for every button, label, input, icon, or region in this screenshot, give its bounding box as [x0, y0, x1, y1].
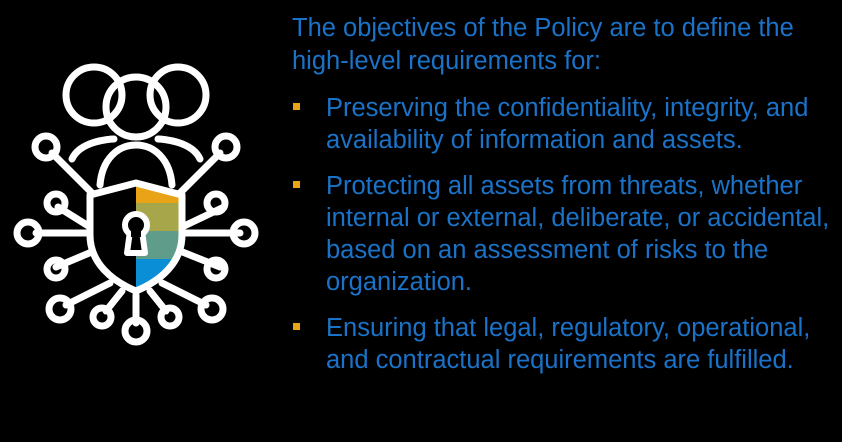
- list-item: Ensuring that legal, regulatory, operati…: [292, 312, 837, 376]
- bullet-square-icon: [293, 323, 300, 330]
- bullet-square-icon: [293, 181, 300, 188]
- list-item: Preserving the confidentiality, integrit…: [292, 92, 837, 156]
- security-network-illustration: [10, 55, 272, 355]
- bullet-square-icon: [293, 103, 300, 110]
- list-item-text: Ensuring that legal, regulatory, operati…: [326, 314, 811, 374]
- objectives-list: Preserving the confidentiality, integrit…: [292, 92, 837, 376]
- list-item-text: Preserving the confidentiality, integrit…: [326, 94, 809, 154]
- people-network-shield-lock-icon: [13, 63, 259, 346]
- list-item: Protecting all assets from threats, whet…: [292, 170, 837, 298]
- intro-paragraph: The objectives of the Policy are to defi…: [292, 14, 794, 75]
- list-item-text: Protecting all assets from threats, whet…: [326, 172, 830, 296]
- objectives-text: The objectives of the Policy are to defi…: [292, 12, 837, 390]
